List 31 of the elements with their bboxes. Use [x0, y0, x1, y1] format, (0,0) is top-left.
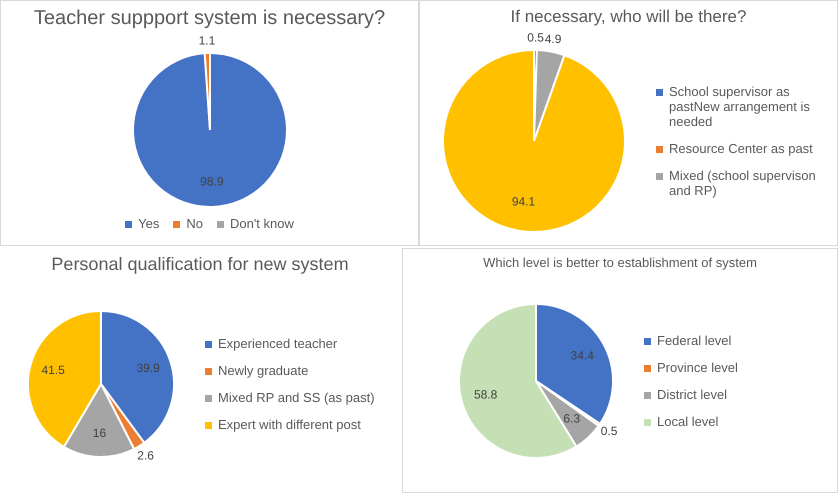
data-label: 34.4 — [570, 348, 594, 363]
data-label: 0.5 — [527, 30, 544, 44]
data-label: 58.8 — [474, 388, 498, 402]
data-label: 1.1 — [198, 33, 216, 48]
data-label: 39.9 — [136, 360, 160, 375]
data-label: 2.6 — [137, 448, 154, 463]
legend-label: Newly graduate — [218, 363, 308, 378]
legend-label: Don't know — [230, 216, 294, 231]
data-label: 94.1 — [512, 194, 536, 208]
data-label: 41.5 — [41, 363, 66, 378]
data-label: 16 — [92, 426, 106, 440]
data-label: 4.9 — [544, 32, 562, 46]
legend-label: Resource Center as past — [669, 141, 813, 156]
legend-label: Mixed (school supervison and RP) — [669, 168, 817, 198]
legend-label: Expert with different post — [218, 417, 361, 432]
data-label: 98.9 — [200, 174, 224, 189]
data-label: 0.5 — [600, 424, 618, 438]
legend-label: Federal level — [657, 333, 732, 348]
legend-label: Experienced teacher — [218, 336, 338, 351]
legend-label: Local level — [657, 414, 718, 429]
legend-label: District level — [657, 387, 728, 402]
chart-title: Which level is better to establishment of system — [483, 255, 757, 270]
legend-label: Yes — [138, 216, 160, 231]
data-label: 6.3 — [563, 412, 580, 426]
legend-label: Province level — [657, 360, 738, 375]
chart-title: Teacher suppport system is necessary? — [34, 7, 386, 30]
legend-label: School supervisor as pastNew arrangement is needed — [669, 84, 811, 129]
legend-label: No — [186, 216, 203, 231]
chart-title: If necessary, who will be there? — [510, 7, 746, 27]
legend-label: Mixed RP and SS (as past) — [218, 390, 375, 405]
chart-title: Personal qualification for new system — [51, 254, 349, 275]
